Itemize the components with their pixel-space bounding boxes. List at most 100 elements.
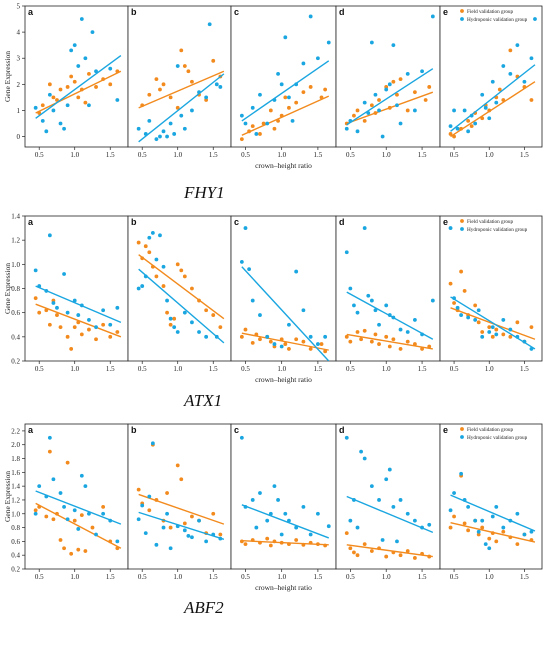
data-point-field <box>62 546 66 551</box>
legend-marker <box>460 219 464 223</box>
data-point-hydroponic <box>301 308 306 313</box>
x-tick-label: 0.5 <box>346 151 355 159</box>
fit-line-field <box>346 544 433 558</box>
data-point-hydroponic <box>250 105 255 110</box>
y-tick-label: 0.2 <box>11 358 20 366</box>
data-point-hydroponic <box>147 494 152 499</box>
panel-e: e 0.5 1.0 1.5 Field validation group Hydropon… <box>439 423 543 581</box>
x-tick-label: 1.0 <box>277 365 286 373</box>
data-point-hydroponic <box>287 322 291 327</box>
data-point-hydroponic <box>326 524 331 529</box>
data-point-hydroponic <box>483 542 488 547</box>
fit-line-field <box>450 81 536 138</box>
data-point-hydroponic <box>136 286 141 291</box>
x-tick-label: 1.5 <box>520 151 529 159</box>
data-point-field <box>47 322 52 327</box>
data-point-field <box>466 528 471 533</box>
data-point-hydroponic <box>315 511 320 516</box>
data-point-hydroponic <box>344 250 349 255</box>
fit-line-field <box>346 333 433 350</box>
panel-label: b <box>131 7 137 17</box>
data-point-field <box>323 87 328 92</box>
x-tick-label: 1.0 <box>70 573 79 581</box>
x-tick-label: 1.5 <box>209 573 218 581</box>
data-point-hydroponic <box>87 511 91 516</box>
y-tick-label: 1.8 <box>11 455 20 463</box>
data-point-field <box>161 82 166 87</box>
data-point-field <box>466 118 471 123</box>
fit-line-field <box>138 70 225 109</box>
data-point-hydroponic <box>283 511 288 516</box>
fit-line-hydroponic <box>450 64 536 132</box>
data-point-hydroponic <box>290 118 295 123</box>
data-point-field <box>161 284 166 288</box>
panel-label: a <box>28 217 34 227</box>
data-point-hydroponic <box>480 92 485 97</box>
data-point-hydroponic <box>165 134 169 139</box>
x-tick-label: 0.5 <box>138 151 147 159</box>
data-point-hydroponic <box>348 286 353 291</box>
data-point-field <box>190 286 194 291</box>
data-point-hydroponic <box>494 100 499 105</box>
panel-label: a <box>28 425 34 435</box>
data-point-hydroponic <box>373 92 378 97</box>
data-point-field <box>154 77 159 82</box>
x-tick-label: 0.5 <box>138 573 147 581</box>
fit-line-hydroponic <box>346 291 434 340</box>
data-point-hydroponic <box>294 525 299 530</box>
data-point-field <box>83 100 88 105</box>
data-point-hydroponic <box>254 525 259 530</box>
data-point-field <box>108 82 113 87</box>
x-tick-label: 0.5 <box>346 573 355 581</box>
data-point-field <box>348 546 353 551</box>
data-point-hydroponic <box>197 518 201 523</box>
panel-frame <box>24 423 129 570</box>
x-tick-label: 1.0 <box>70 151 79 159</box>
data-point-hydroponic <box>384 303 389 308</box>
chart-row-atx1: 0.2 0.4 0.6 0.8 1.0 1.2 1.4 Gene Expression crow… <box>3 213 543 384</box>
y-tick-label: 2 <box>17 81 21 89</box>
panel-label: a <box>28 7 34 17</box>
x-tick-label: 1.0 <box>485 365 494 373</box>
y-tick-label: 2.2 <box>11 427 20 435</box>
data-point-field <box>33 296 38 301</box>
series-field <box>344 531 433 560</box>
data-point-hydroponic <box>487 116 492 121</box>
data-point-hydroponic <box>391 504 396 509</box>
data-point-hydroponic <box>158 233 162 238</box>
data-point-field <box>55 313 59 317</box>
data-point-hydroponic <box>197 330 201 334</box>
data-point-hydroponic <box>79 17 84 21</box>
fit-line-hydroponic <box>346 495 434 534</box>
data-point-field <box>72 79 77 84</box>
data-point-hydroponic <box>265 334 270 339</box>
gene-title-atx1: ATX1 <box>184 391 223 410</box>
data-point-hydroponic <box>204 334 209 339</box>
panel-c: c 0.5 1.0 1.5 <box>230 5 337 159</box>
x-tick-label: 0.5 <box>35 151 44 159</box>
data-point-field <box>287 105 291 110</box>
data-point-field <box>377 342 381 346</box>
data-point-hydroponic <box>355 129 360 134</box>
data-point-hydroponic <box>94 69 98 74</box>
data-point-hydroponic <box>405 71 410 76</box>
gene-title-fhy1: FHY1 <box>184 183 225 202</box>
data-point-field <box>83 549 88 553</box>
y-tick-label: 1.0 <box>11 261 20 269</box>
fit-line-hydroponic <box>241 266 330 361</box>
data-point-field <box>108 334 113 339</box>
data-point-field <box>398 347 403 351</box>
data-point-hydroponic <box>395 103 399 108</box>
fit-line-hydroponic <box>241 60 330 122</box>
data-point-hydroponic <box>473 518 478 523</box>
data-point-hydroponic <box>420 69 424 74</box>
data-point-hydroponic <box>501 318 506 322</box>
x-tick-label: 0.5 <box>241 573 250 581</box>
series-hydroponic <box>344 14 435 139</box>
data-point-hydroponic <box>268 511 273 516</box>
data-point-hydroponic <box>172 132 177 136</box>
data-point-field <box>190 514 194 519</box>
data-point-hydroponic <box>508 327 513 332</box>
data-point-field <box>239 137 244 142</box>
series-field <box>136 442 225 537</box>
